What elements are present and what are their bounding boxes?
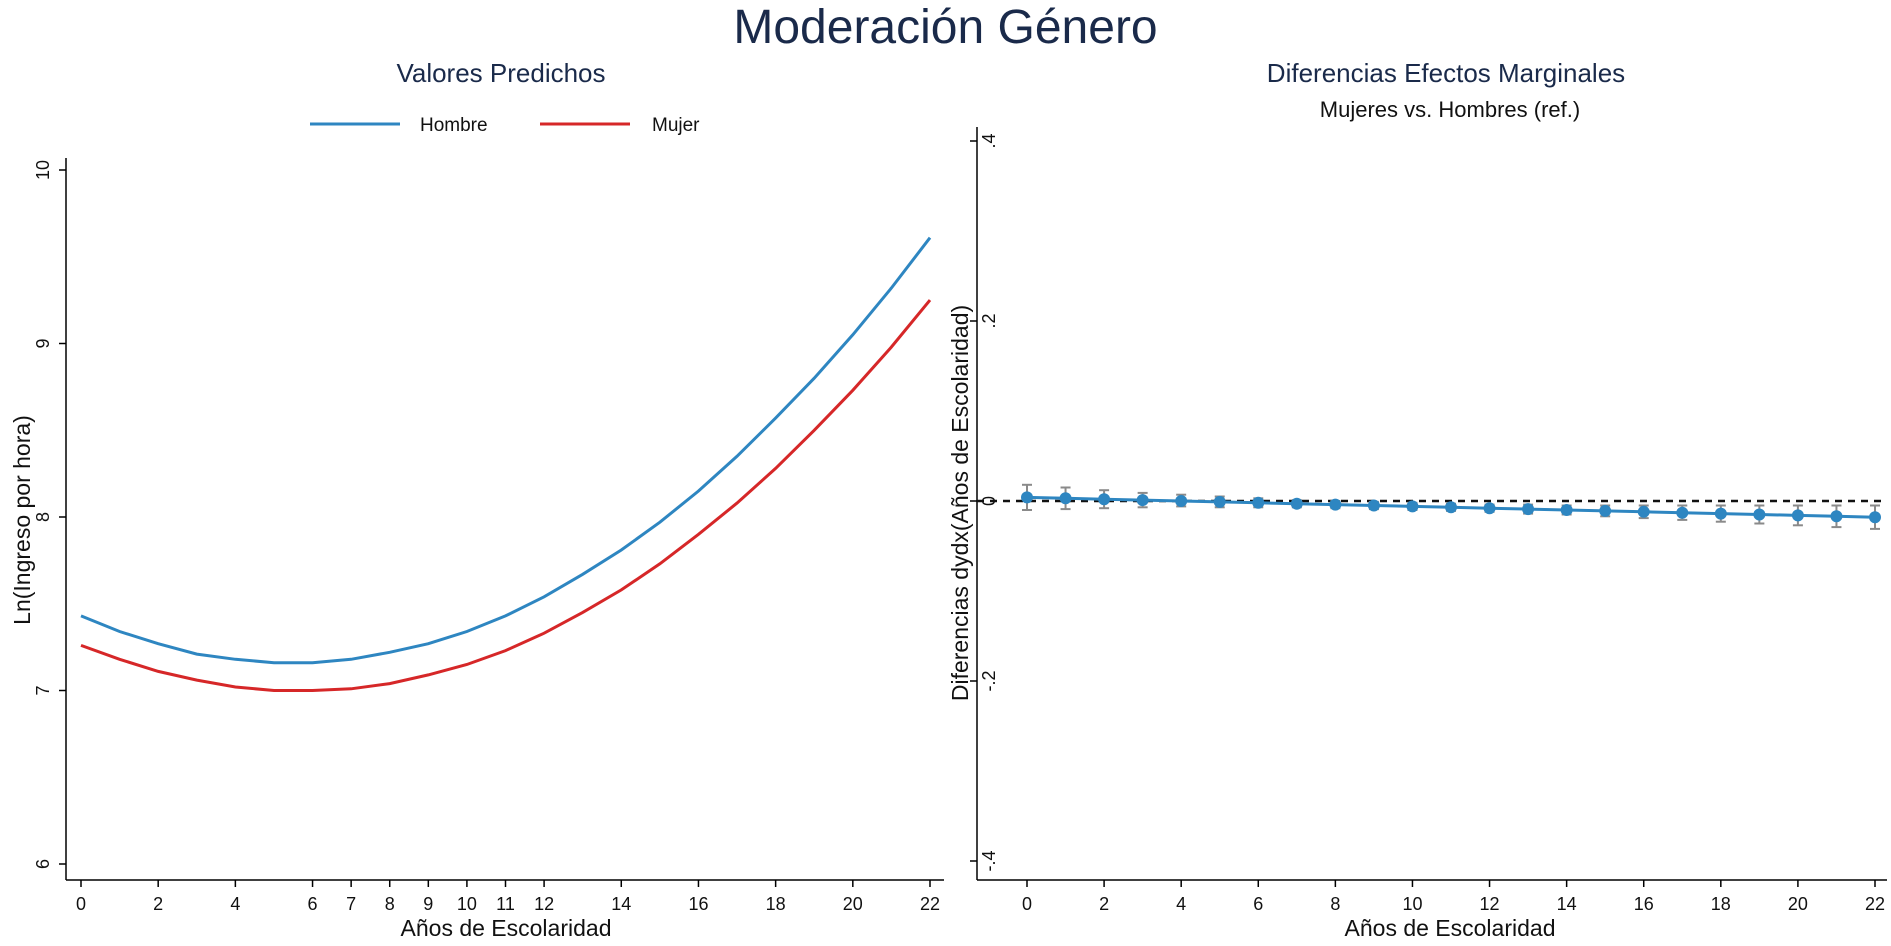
left-y-axis-title: Ln(Ingreso por hora) bbox=[9, 415, 35, 625]
left-x-axis-title: Años de Escolaridad bbox=[401, 915, 612, 941]
right-y-tick-label: -.2 bbox=[979, 670, 999, 691]
legend-label-hombre: Hombre bbox=[420, 115, 488, 136]
marginal-effect-point bbox=[1599, 504, 1612, 517]
marginal-effect-point bbox=[1560, 504, 1573, 516]
left-x-tick-label: 20 bbox=[843, 894, 863, 914]
right-x-tick-label: 20 bbox=[1788, 894, 1808, 914]
marginal-effect-point bbox=[1869, 511, 1881, 524]
left-x-tick-label: 14 bbox=[611, 894, 631, 914]
right-x-tick-label: 14 bbox=[1557, 894, 1577, 914]
left-x-tick-label: 2 bbox=[153, 894, 163, 914]
marginal-effect-point bbox=[1445, 501, 1457, 514]
marginal-effect-point bbox=[1021, 491, 1033, 504]
series-line-hombre bbox=[80, 236, 932, 665]
left-x-tick-label: 11 bbox=[496, 894, 515, 914]
right-y-axis-title: Diferencias dydx(Años de Escolaridad) bbox=[947, 305, 973, 701]
marginal-effect-point bbox=[1213, 495, 1226, 508]
right-y-tick-label: -.4 bbox=[979, 850, 999, 871]
left-y-tick-label: 8 bbox=[33, 512, 53, 522]
marginal-effect-point bbox=[1676, 506, 1689, 519]
marginal-effect-point bbox=[1136, 494, 1149, 507]
left-panel-title: Valores Predichos bbox=[396, 58, 605, 88]
right-x-tick-label: 18 bbox=[1711, 894, 1731, 914]
marginal-effect-point bbox=[1059, 492, 1072, 505]
series-line-mujer bbox=[80, 299, 932, 692]
marginal-effect-point bbox=[1098, 493, 1111, 506]
marginal-effect-point bbox=[1329, 498, 1342, 511]
marginal-effect-point bbox=[1367, 499, 1380, 512]
left-x-tick-label: 16 bbox=[688, 894, 708, 914]
left-x-tick-label: 18 bbox=[766, 894, 786, 914]
left-x-tick-label: 0 bbox=[76, 894, 86, 914]
marginal-effect-point bbox=[1406, 500, 1419, 513]
right-x-tick-label: 2 bbox=[1099, 894, 1109, 914]
left-x-tick-label: 9 bbox=[423, 894, 433, 914]
marginal-effect-point bbox=[1175, 495, 1188, 507]
marginal-effect-point bbox=[1522, 503, 1535, 516]
figure-title: Moderación Género bbox=[733, 1, 1158, 54]
right-panel-subtitle: Mujeres vs. Hombres (ref.) bbox=[1320, 97, 1580, 122]
left-x-tick-label: 12 bbox=[534, 894, 554, 914]
right-panel-title: Diferencias Efectos Marginales bbox=[1267, 58, 1625, 88]
right-x-tick-label: 16 bbox=[1634, 894, 1654, 914]
right-x-tick-label: 22 bbox=[1865, 894, 1885, 914]
marginal-effect-point bbox=[1483, 502, 1496, 515]
right-x-tick-label: 10 bbox=[1402, 894, 1422, 914]
left-y-tick-label: 7 bbox=[33, 685, 53, 695]
marginal-effect-point bbox=[1714, 507, 1727, 520]
left-x-tick-label: 22 bbox=[920, 894, 940, 914]
marginal-effect-point bbox=[1830, 510, 1843, 523]
right-x-tick-label: 4 bbox=[1176, 894, 1186, 914]
marginal-effect-point bbox=[1637, 505, 1650, 518]
marginal-effect-point bbox=[1791, 509, 1804, 522]
right-x-tick-label: 6 bbox=[1253, 894, 1263, 914]
marginal-effect-point bbox=[1290, 497, 1303, 510]
left-y-tick-label: 9 bbox=[33, 338, 53, 348]
right-x-tick-label: 8 bbox=[1330, 894, 1340, 914]
left-x-tick-label: 8 bbox=[385, 894, 395, 914]
marginal-effect-point bbox=[1252, 496, 1265, 509]
left-y-tick-label: 10 bbox=[33, 160, 53, 180]
left-x-tick-label: 6 bbox=[308, 894, 318, 914]
right-x-tick-label: 0 bbox=[1022, 894, 1032, 914]
right-y-tick-label: .2 bbox=[979, 313, 999, 328]
legend-label-mujer: Mujer bbox=[652, 115, 700, 136]
right-y-tick-label: .4 bbox=[979, 133, 999, 148]
left-y-tick-label: 6 bbox=[33, 859, 53, 869]
marginal-effect-point bbox=[1753, 508, 1766, 521]
right-x-axis-title: Años de Escolaridad bbox=[1345, 915, 1556, 941]
left-x-tick-label: 7 bbox=[346, 894, 356, 914]
left-x-tick-label: 4 bbox=[230, 894, 240, 914]
right-y-tick-label: 0 bbox=[979, 496, 999, 506]
left-x-tick-label: 10 bbox=[457, 894, 477, 914]
right-x-tick-label: 12 bbox=[1480, 894, 1500, 914]
